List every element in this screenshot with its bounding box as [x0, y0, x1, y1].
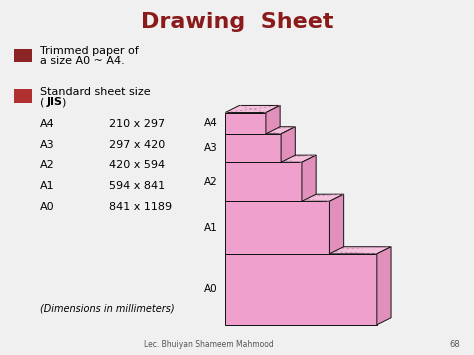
- Text: Drawing  Sheet: Drawing Sheet: [141, 12, 333, 32]
- Text: A3: A3: [40, 140, 55, 150]
- Polygon shape: [225, 247, 391, 254]
- Text: A0: A0: [204, 284, 218, 294]
- Text: A4: A4: [204, 118, 218, 128]
- Text: 841 x 1189: 841 x 1189: [109, 202, 172, 212]
- Text: A1: A1: [204, 223, 218, 233]
- Polygon shape: [225, 134, 281, 162]
- Polygon shape: [302, 155, 316, 201]
- Text: 420 x 594: 420 x 594: [109, 160, 165, 170]
- Bar: [14, 49, 32, 62]
- Text: ): ): [61, 97, 65, 107]
- Polygon shape: [329, 194, 344, 254]
- Polygon shape: [225, 113, 266, 134]
- Text: A4: A4: [40, 119, 55, 129]
- Text: (Dimensions in millimeters): (Dimensions in millimeters): [40, 304, 175, 314]
- Text: JIS: JIS: [47, 97, 63, 107]
- Text: 297 x 420: 297 x 420: [109, 140, 165, 150]
- Text: Trimmed paper of: Trimmed paper of: [40, 46, 139, 56]
- Text: A0: A0: [40, 202, 55, 212]
- Polygon shape: [281, 127, 295, 162]
- Text: 210 x 297: 210 x 297: [109, 119, 165, 129]
- Polygon shape: [225, 194, 344, 201]
- Text: 594 x 841: 594 x 841: [109, 181, 165, 191]
- Text: Lec. Bhuiyan Shameem Mahmood: Lec. Bhuiyan Shameem Mahmood: [144, 340, 273, 349]
- Text: A3: A3: [204, 143, 218, 153]
- Text: (: (: [40, 97, 45, 107]
- Polygon shape: [225, 162, 302, 201]
- Text: A2: A2: [40, 160, 55, 170]
- Polygon shape: [266, 105, 280, 134]
- Text: Standard sheet size: Standard sheet size: [40, 87, 151, 97]
- Polygon shape: [225, 201, 329, 254]
- Text: A2: A2: [204, 177, 218, 187]
- Bar: [14, 89, 32, 103]
- Text: a size A0 ~ A4.: a size A0 ~ A4.: [40, 56, 125, 66]
- Polygon shape: [225, 254, 377, 325]
- Polygon shape: [225, 155, 316, 162]
- Polygon shape: [225, 105, 280, 113]
- Polygon shape: [377, 247, 391, 325]
- Polygon shape: [225, 127, 295, 134]
- Text: 68: 68: [449, 340, 460, 349]
- Text: A1: A1: [40, 181, 55, 191]
